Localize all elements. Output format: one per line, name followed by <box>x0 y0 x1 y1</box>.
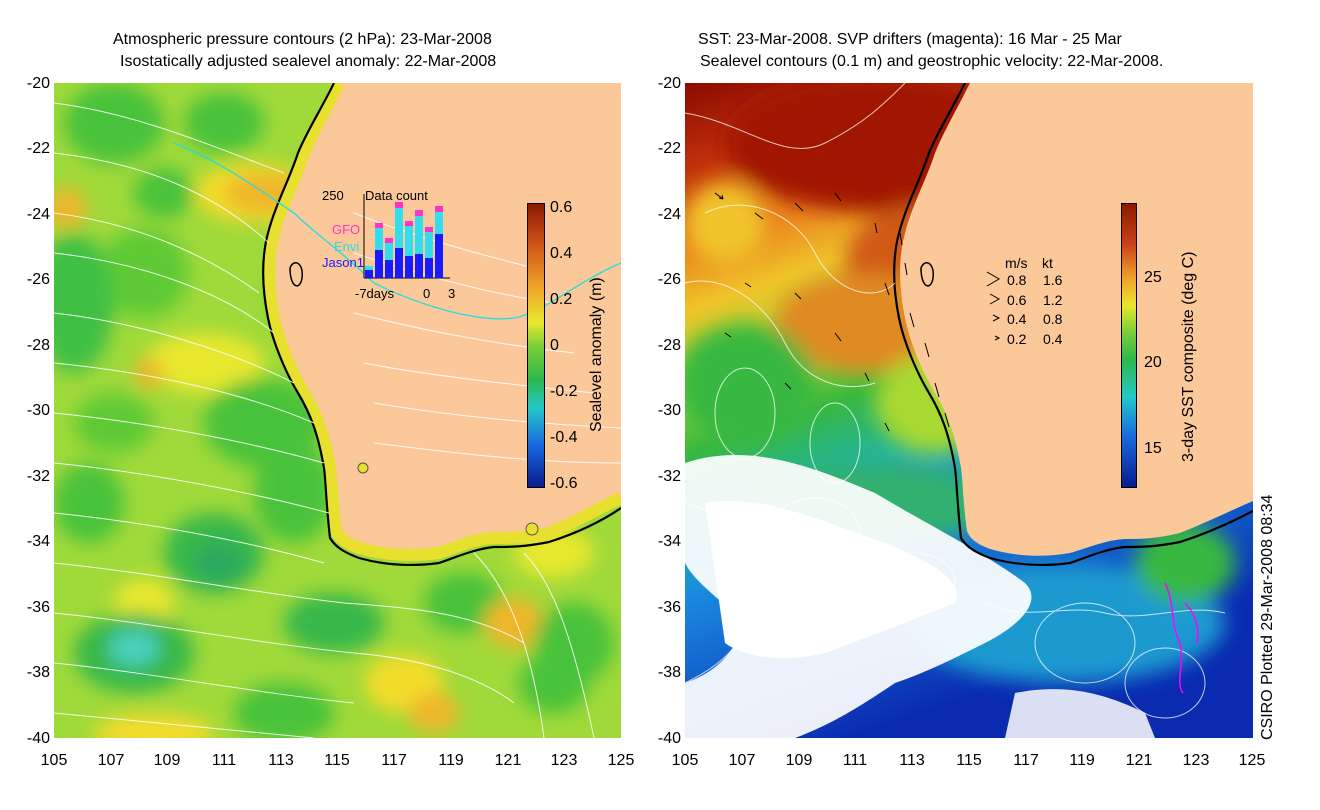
right-lat-tick-9: -38 <box>657 664 681 681</box>
left-cb-tick-1: 0.4 <box>550 245 573 262</box>
velocity-legend-arrows <box>986 271 1001 341</box>
right-title-line1: SST: 23-Mar-2008. SVP drifters (magenta)… <box>698 31 1122 48</box>
left-cb-tick-5: -0.4 <box>550 429 578 446</box>
inset-legend-gfo: GFO <box>332 222 361 237</box>
right-lon-tick-7: 119 <box>1069 752 1095 769</box>
left-lon-tick-3: 111 <box>211 752 237 769</box>
left-lon-tick-7: 119 <box>438 752 464 769</box>
left-lat-tick-5: -30 <box>26 402 50 419</box>
left-lat-tick-3: -26 <box>26 271 50 288</box>
left-lon-tick-0: 105 <box>40 752 68 769</box>
left-lon-tick-2: 109 <box>153 752 181 769</box>
inset-legend-jason1: Jason1 <box>322 255 364 270</box>
left-colorbar-label: Sealevel anomaly (m) <box>588 277 605 432</box>
left-lat-tick-1: -22 <box>26 140 50 157</box>
right-lat-tick-2: -24 <box>657 206 681 223</box>
right-lat-tick-10: -40 <box>657 730 681 747</box>
left-lon-tick-8: 121 <box>494 752 522 769</box>
left-cb-tick-0: 0.6 <box>550 199 573 216</box>
velocity-legend-kt-0: 1.6 <box>1043 272 1063 288</box>
velocity-legend-kt-3: 0.4 <box>1043 331 1063 347</box>
left-lon-tick-6: 117 <box>381 752 407 769</box>
right-lat-tick-6: -32 <box>657 468 681 485</box>
right-lon-tick-3: 111 <box>842 752 868 769</box>
right-lon-tick-6: 117 <box>1013 752 1039 769</box>
right-lat-tick-1: -22 <box>657 140 681 157</box>
right-lat-tick-4: -28 <box>657 337 681 354</box>
left-title-line2: Isostatically adjusted sealevel anomaly:… <box>120 53 497 70</box>
data-count-inset <box>362 188 452 283</box>
right-lat-tick-8: -36 <box>657 599 681 616</box>
right-lat-tick-7: -34 <box>657 533 681 550</box>
right-lon-tick-2: 109 <box>785 752 813 769</box>
plot-credit: CSIRO Plotted 29-Mar-2008 08:34 <box>1259 494 1276 740</box>
right-lon-tick-9: 123 <box>1182 752 1210 769</box>
data-count-bars <box>363 194 450 279</box>
left-lon-tick-9: 123 <box>550 752 578 769</box>
inset-legend-envi: Envi <box>334 239 360 254</box>
right-lon-tick-5: 115 <box>956 752 982 769</box>
right-sst-map <box>685 83 1253 738</box>
left-lat-tick-7: -34 <box>26 533 50 550</box>
inset-title: Data count <box>365 188 428 203</box>
inset-x-end: 3 <box>448 286 456 301</box>
velocity-legend-header-ms: m/s <box>1005 255 1028 271</box>
right-lat-tick-5: -30 <box>657 402 681 419</box>
right-lon-tick-1: 107 <box>728 752 756 769</box>
right-cb-tick-1: 20 <box>1144 354 1162 371</box>
inset-ymax-label: 250 <box>322 188 344 203</box>
right-colorbar <box>1121 203 1137 488</box>
left-lat-tick-0: -20 <box>26 75 50 92</box>
left-lat-tick-2: -24 <box>26 206 50 223</box>
velocity-legend-ms-1: 0.6 <box>1007 292 1027 308</box>
right-lon-tick-8: 121 <box>1125 752 1153 769</box>
inset-x-mid: 0 <box>423 286 431 301</box>
left-lat-tick-4: -28 <box>26 337 50 354</box>
right-title-line2: Sealevel contours (0.1 m) and geostrophi… <box>700 53 1164 70</box>
velocity-legend-header-kt: kt <box>1042 255 1053 271</box>
left-lon-tick-4: 113 <box>268 752 294 769</box>
left-cb-tick-6: -0.6 <box>550 475 578 492</box>
left-cb-tick-3: 0 <box>550 337 559 354</box>
left-lon-tick-1: 107 <box>97 752 125 769</box>
left-colorbar <box>527 203 545 488</box>
left-lat-tick-9: -38 <box>26 664 50 681</box>
inset-x-start: -7days <box>355 286 395 301</box>
left-cb-tick-4: -0.2 <box>550 383 578 400</box>
velocity-legend-ms-0: 0.8 <box>1007 272 1027 288</box>
left-cb-tick-2: 0.2 <box>550 291 573 308</box>
left-lat-tick-6: -32 <box>26 468 50 485</box>
left-lon-tick-10: 125 <box>607 752 635 769</box>
velocity-legend-ms-3: 0.2 <box>1007 331 1027 347</box>
left-lon-tick-5: 115 <box>324 752 350 769</box>
right-lat-tick-0: -20 <box>657 75 681 92</box>
right-colorbar-label: 3-day SST composite (deg C) <box>1180 251 1197 462</box>
right-lat-tick-3: -26 <box>657 271 681 288</box>
right-cb-tick-2: 15 <box>1144 440 1162 457</box>
right-lon-tick-4: 113 <box>899 752 925 769</box>
right-map-panel <box>685 83 1253 738</box>
left-lat-tick-8: -36 <box>26 599 50 616</box>
right-lon-tick-10: 125 <box>1238 752 1266 769</box>
velocity-legend-ms-2: 0.4 <box>1007 311 1027 327</box>
right-lon-tick-0: 105 <box>671 752 699 769</box>
left-title-line1: Atmospheric pressure contours (2 hPa): 2… <box>113 31 492 48</box>
velocity-legend-kt-2: 0.8 <box>1043 311 1063 327</box>
left-lat-tick-10: -40 <box>26 730 50 747</box>
right-cb-tick-0: 25 <box>1144 269 1162 286</box>
velocity-legend-kt-1: 1.2 <box>1043 292 1063 308</box>
